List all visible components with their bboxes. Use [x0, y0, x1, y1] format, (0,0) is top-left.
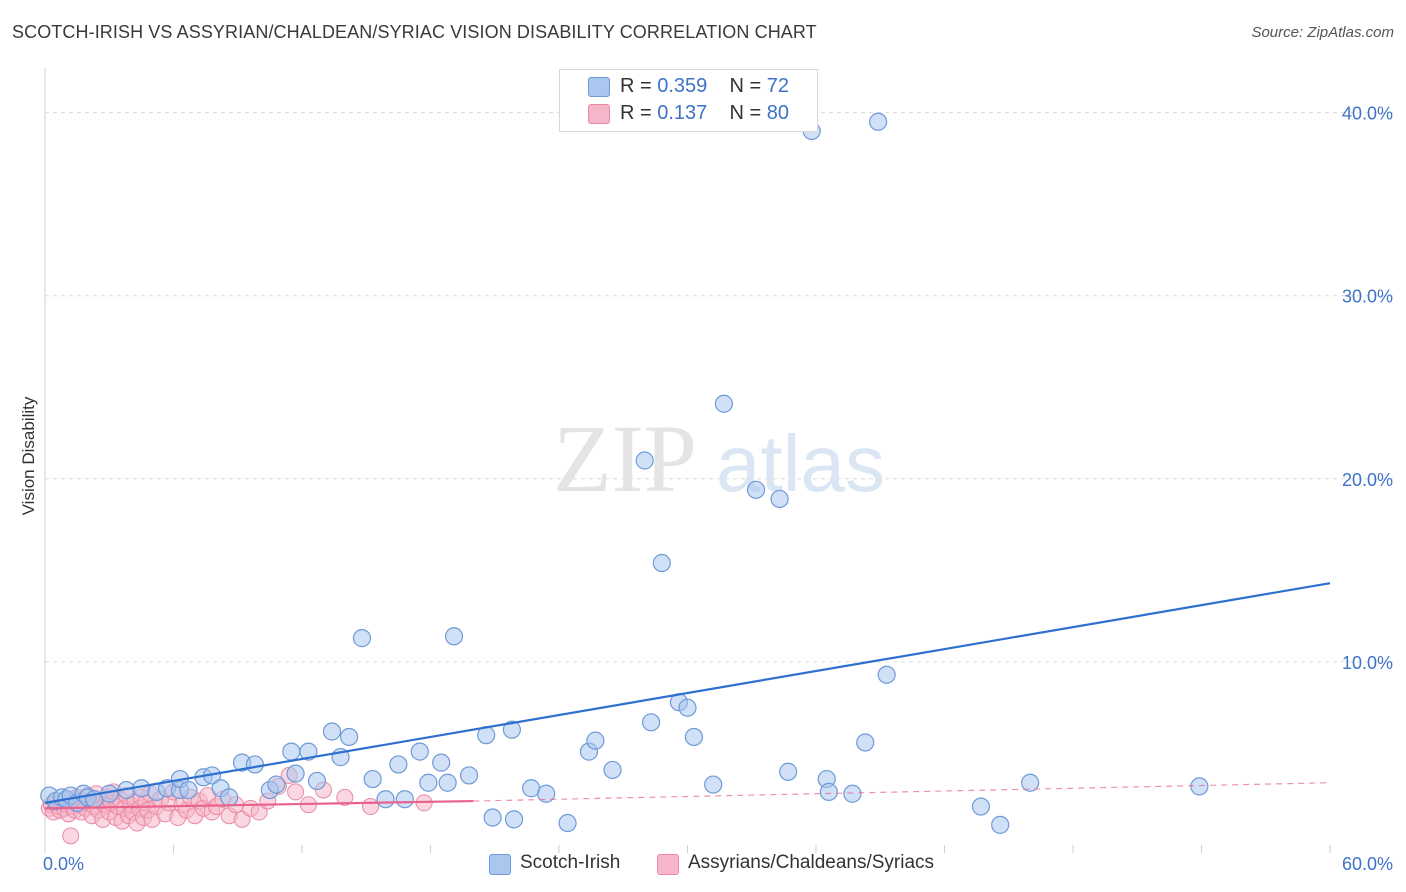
blue-point	[459, 766, 479, 785]
blue-point	[389, 755, 408, 774]
r-label: R =	[620, 102, 652, 124]
blue-point	[704, 775, 723, 794]
blue-point	[179, 780, 198, 800]
blue-point	[678, 698, 697, 717]
blue-point	[340, 727, 359, 747]
blue-point	[856, 733, 875, 752]
blue-point	[819, 782, 838, 802]
blue-point	[586, 731, 605, 750]
blue-point	[869, 112, 888, 131]
axes	[44, 68, 1331, 853]
pink-point	[62, 827, 80, 845]
blue-point	[558, 813, 577, 833]
blue-point	[352, 629, 372, 648]
blue-point	[286, 764, 305, 783]
pink-point	[287, 783, 305, 801]
pink-swatch	[657, 854, 679, 875]
blue-point	[603, 760, 622, 780]
blue-point	[502, 720, 521, 739]
y-tick-label: 30.0%	[1342, 287, 1393, 307]
n-label: N =	[729, 102, 762, 124]
blue-point	[770, 489, 789, 509]
blue-point	[363, 769, 382, 789]
y-tick-label: 10.0%	[1342, 653, 1393, 673]
blue-point	[483, 808, 502, 827]
blue-point	[877, 665, 896, 684]
blue-point	[376, 790, 395, 809]
blue-point	[299, 742, 318, 761]
blue-point	[1190, 777, 1209, 796]
y-tick-label: 40.0%	[1342, 104, 1393, 124]
pink-swatch	[588, 104, 610, 124]
source-label: Source: ZipAtlas.com	[1251, 24, 1394, 41]
blue-point	[1021, 773, 1040, 792]
blue-point	[843, 784, 862, 803]
blue-point	[438, 773, 457, 792]
blue-point	[245, 755, 264, 774]
blue-point	[641, 713, 661, 732]
blue-point	[971, 797, 991, 816]
blue-point	[504, 810, 524, 829]
n-label: N =	[729, 75, 762, 97]
r-label: R =	[620, 75, 652, 97]
blue-point	[322, 722, 342, 741]
watermark-zip: ZIP	[553, 405, 697, 512]
blue-swatch	[588, 77, 610, 97]
blue-point	[537, 784, 556, 803]
correlation-legend: R = 0.359 N = 72 R = 0.137 N = 80	[559, 69, 818, 132]
pink-point	[362, 798, 380, 816]
pink-trend-line	[44, 799, 474, 810]
x-tick-label-max: 60.0%	[1342, 854, 1393, 874]
blue-point	[419, 773, 438, 792]
pink-point	[336, 788, 354, 806]
blue-point	[432, 753, 451, 772]
y-tick-label: 20.0%	[1342, 470, 1393, 490]
blue-point	[991, 815, 1010, 834]
blue-series-points	[40, 112, 1209, 834]
trend-lines	[44, 582, 1331, 810]
n-value-pink: 80	[766, 102, 790, 124]
blue-point	[395, 790, 414, 809]
blue-swatch	[489, 854, 511, 875]
blue-point	[282, 742, 301, 761]
y-axis-label: Vision Disability	[19, 396, 38, 515]
blue-point	[746, 480, 766, 499]
blue-trend-line	[44, 582, 1331, 804]
blue-point	[684, 727, 704, 747]
r-value-blue: 0.359	[657, 75, 708, 97]
legend-label-scotch-irish: Scotch-Irish	[520, 852, 621, 873]
chart-title: SCOTCH-IRISH VS ASSYRIAN/CHALDEAN/SYRIAC…	[12, 22, 817, 42]
tick-labels: 10.0% 20.0% 30.0% 40.0% 0.0% 60.0%	[43, 104, 1393, 874]
blue-point	[635, 451, 654, 470]
blue-point	[444, 627, 464, 646]
gridlines	[45, 112, 1395, 663]
blue-point	[410, 742, 429, 761]
watermark-atlas: atlas	[716, 419, 885, 508]
legend-label-assyrians: Assyrians/Chaldeans/Syriacs	[688, 852, 935, 873]
watermark: ZIP atlas	[553, 405, 885, 512]
blue-point	[267, 775, 286, 794]
blue-point	[652, 553, 671, 573]
blue-point	[307, 771, 327, 791]
x-tick-label-min: 0.0%	[43, 854, 84, 874]
blue-point	[220, 788, 239, 807]
blue-point	[714, 394, 734, 413]
blue-point	[779, 762, 798, 781]
r-value-pink: 0.137	[657, 102, 708, 124]
n-value-blue: 72	[766, 75, 790, 97]
